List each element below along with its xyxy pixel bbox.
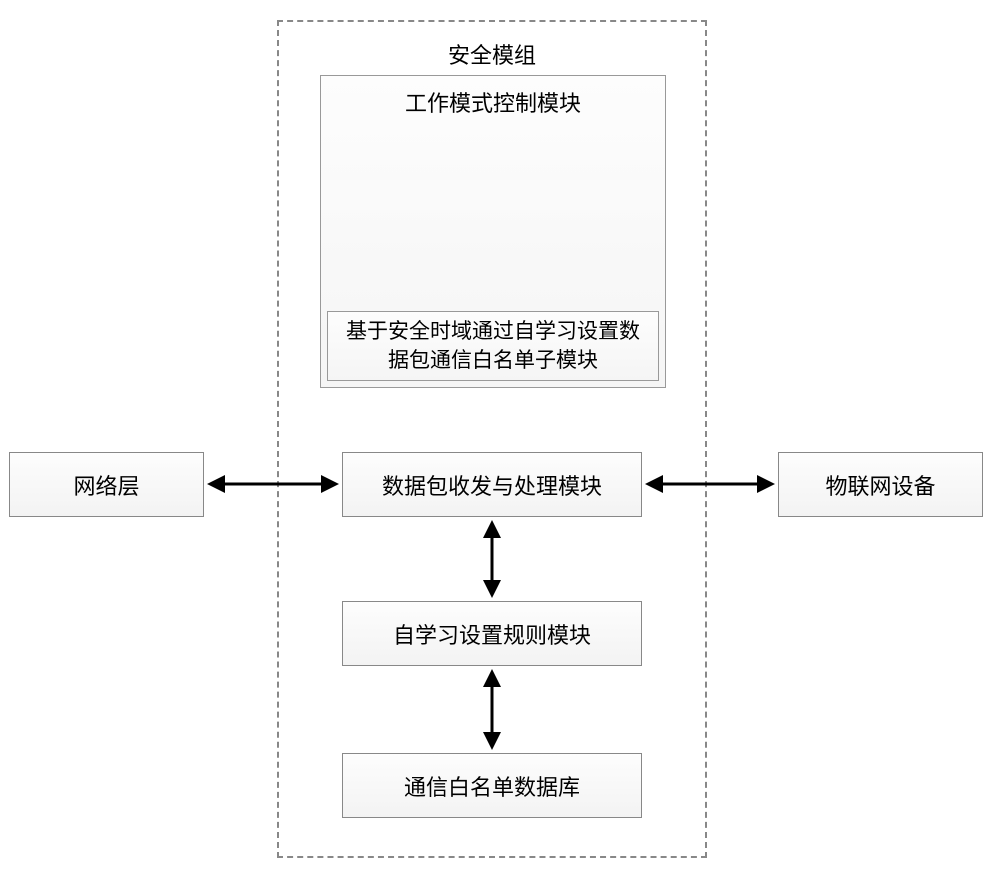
whitelist-submodule-text: 基于安全时域通过自学习设置数据包通信白名单子模块 [338,317,648,376]
whitelist-database-box: 通信白名单数据库 [342,753,642,818]
packet-processing-module: 数据包收发与处理模块 [342,452,642,517]
self-learning-label: 自学习设置规则模块 [393,618,591,650]
work-mode-title: 工作模式控制模块 [321,86,665,118]
iot-device-box: 物联网设备 [778,452,983,517]
whitelist-submodule: 基于安全时域通过自学习设置数据包通信白名单子模块 [327,311,659,381]
network-layer-label: 网络层 [73,469,139,501]
iot-device-label: 物联网设备 [825,469,935,501]
self-learning-rules-module: 自学习设置规则模块 [342,601,642,666]
whitelist-database-label: 通信白名单数据库 [404,770,580,802]
network-layer-box: 网络层 [9,452,204,517]
security-module-title: 安全模组 [279,38,705,70]
packet-processing-label: 数据包收发与处理模块 [382,469,602,501]
